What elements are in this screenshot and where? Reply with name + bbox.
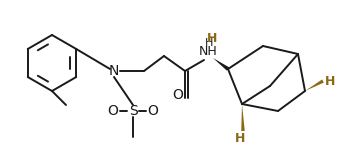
Polygon shape [213, 58, 229, 71]
Text: N: N [109, 64, 119, 78]
Text: S: S [129, 104, 137, 118]
Text: O: O [147, 104, 158, 118]
Text: H: H [205, 38, 213, 48]
Text: O: O [173, 88, 183, 102]
Text: H: H [325, 75, 335, 87]
Text: H: H [207, 32, 217, 44]
Text: O: O [108, 104, 118, 118]
Text: H: H [235, 132, 245, 146]
Text: NH: NH [199, 44, 217, 57]
Polygon shape [305, 80, 324, 91]
Polygon shape [241, 104, 245, 131]
